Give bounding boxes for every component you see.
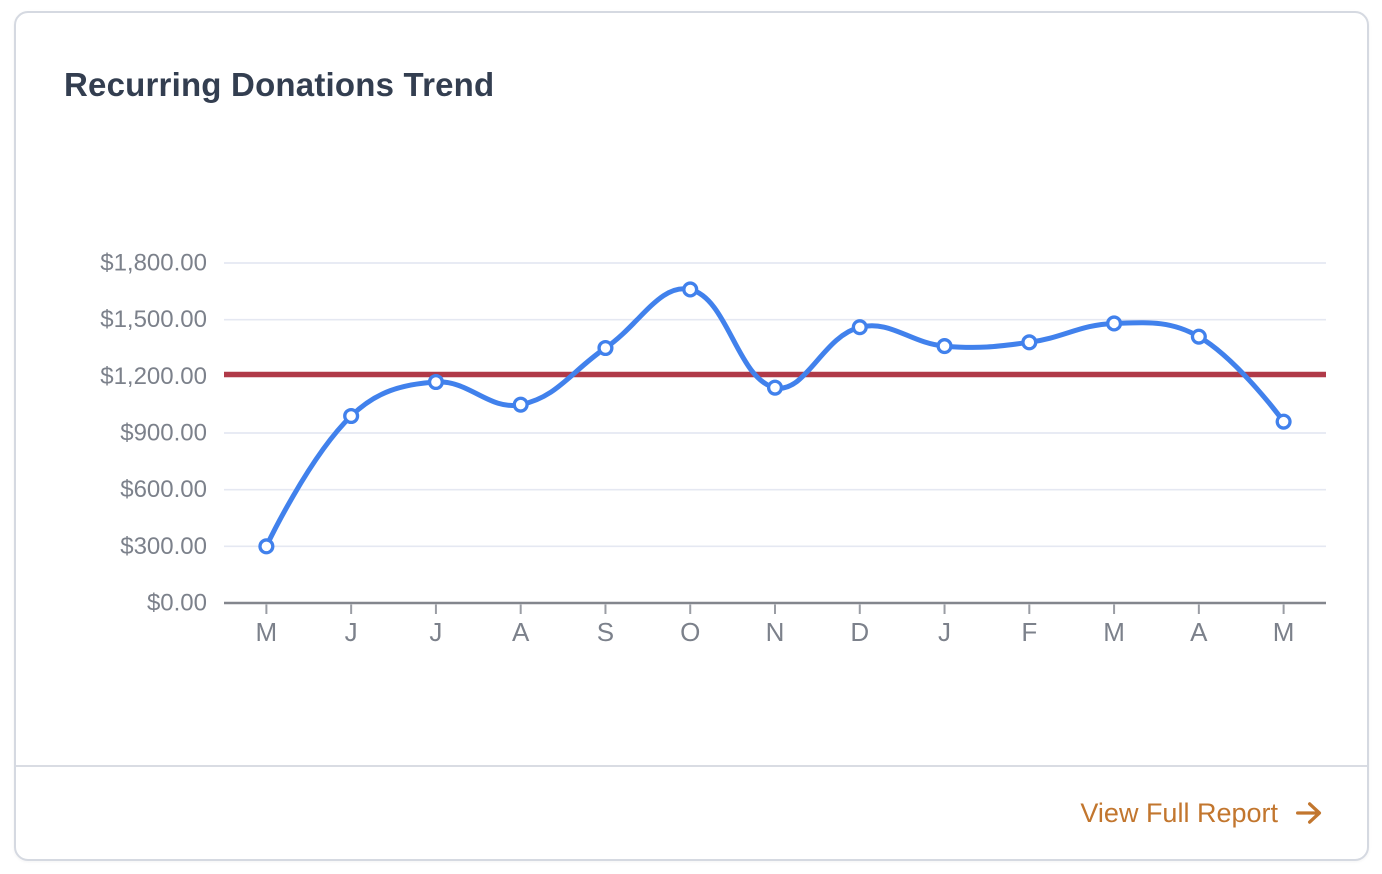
y-axis-label: $1,800.00 [100, 250, 207, 277]
x-axis-label: N [766, 617, 785, 647]
x-axis-label: J [345, 617, 358, 647]
card-footer: View Full Report [16, 765, 1367, 859]
view-full-report-link[interactable]: View Full Report [1080, 797, 1325, 829]
data-point-marker [936, 338, 953, 355]
x-axis-label: F [1021, 617, 1037, 647]
x-axis-label: M [1103, 617, 1125, 647]
x-axis-label: J [429, 617, 442, 647]
data-point-marker [597, 339, 614, 357]
x-axis-label: D [850, 617, 869, 647]
x-axis-label: M [256, 617, 278, 647]
data-point-marker [1275, 413, 1292, 430]
y-axis-label: $1,500.00 [100, 306, 207, 333]
y-axis-label: $900.00 [120, 420, 207, 447]
y-axis-label: $0.00 [147, 590, 207, 617]
arrow-right-icon [1296, 802, 1322, 824]
data-point-marker [1021, 334, 1038, 351]
data-point-marker [343, 407, 360, 425]
data-point-marker [682, 281, 699, 298]
x-axis-label: O [680, 617, 700, 647]
y-axis-label: $600.00 [120, 476, 207, 503]
card-title: Recurring Donations Trend [64, 66, 495, 103]
x-axis-label: J [938, 617, 951, 647]
trend-line [263, 286, 1287, 549]
donations-trend-chart: $0.00 $300.00 $600.00 $900.00 $1,200.00 $1,50… [16, 13, 1367, 754]
x-axis-label: M [1273, 617, 1295, 647]
data-point-marker [427, 373, 444, 391]
data-point-marker [512, 396, 529, 413]
data-point-marker [1106, 315, 1123, 332]
y-axis-label: $1,200.00 [100, 363, 207, 390]
x-axis-label: S [597, 617, 614, 647]
x-axis-label: A [512, 617, 530, 647]
x-axis-label: A [1190, 617, 1208, 647]
recurring-donations-card: Recurring Donations Trend $0.00 $300.00 $6… [14, 11, 1369, 861]
data-point-marker [1190, 328, 1207, 345]
line-chart-canvas: $0.00 $300.00 $600.00 $900.00 $1,200.00 $1,50… [100, 250, 1326, 647]
data-point-marker [851, 319, 868, 336]
data-point-marker [766, 379, 784, 396]
y-axis-label: $300.00 [120, 533, 207, 560]
view-full-report-label: View Full Report [1080, 797, 1278, 828]
data-point-marker [258, 538, 275, 555]
